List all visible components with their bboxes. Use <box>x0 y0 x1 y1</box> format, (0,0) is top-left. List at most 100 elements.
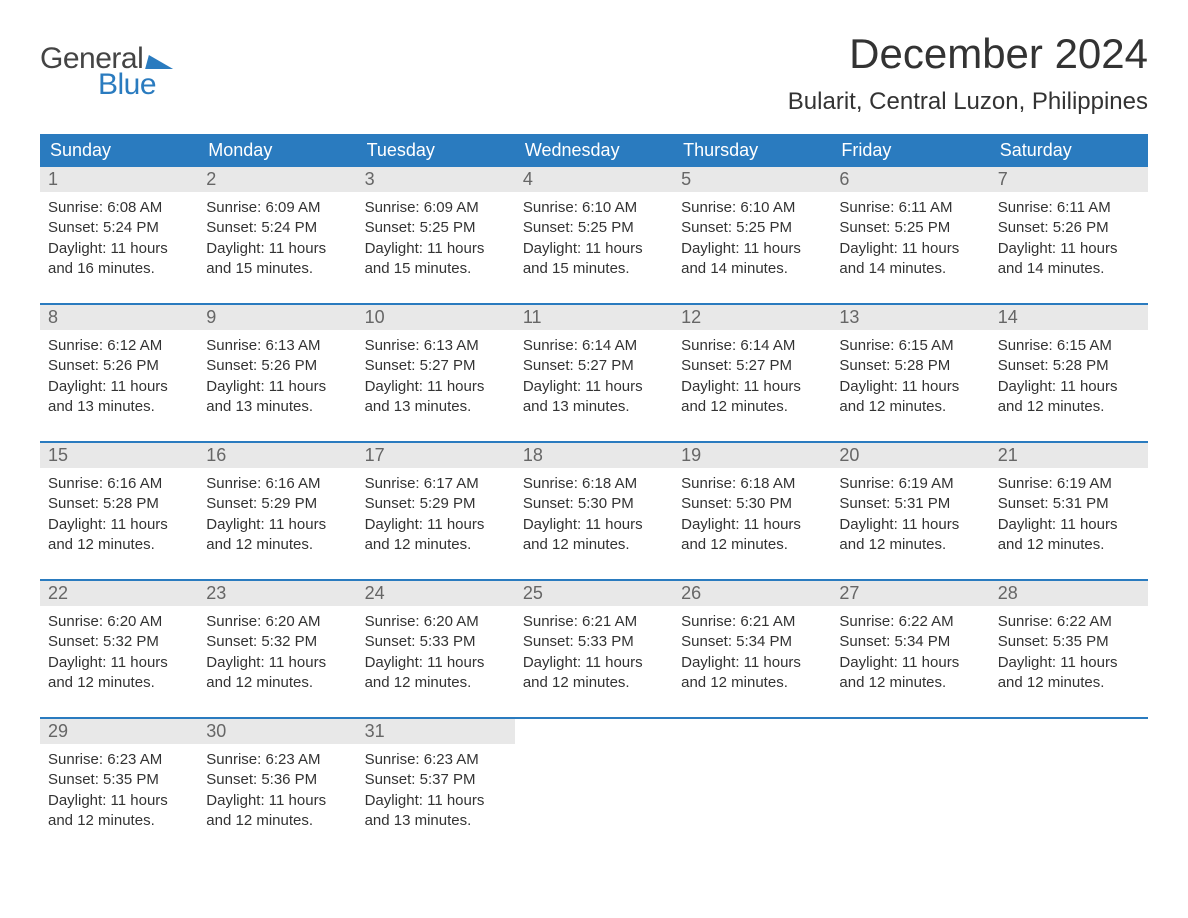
sunrise-line: Sunrise: 6:12 AM <box>48 336 190 356</box>
sunrise-line: Sunrise: 6:15 AM <box>998 336 1140 356</box>
day-content: Sunrise: 6:14 AMSunset: 5:27 PMDaylight:… <box>673 330 831 423</box>
day-number: 27 <box>831 581 989 606</box>
week-row: 29Sunrise: 6:23 AMSunset: 5:35 PMDayligh… <box>40 717 1148 837</box>
sunrise-line: Sunrise: 6:09 AM <box>206 198 348 218</box>
day-number: 18 <box>515 443 673 468</box>
brand-flag-icon <box>145 55 177 69</box>
title-block: December 2024 Bularit, Central Luzon, Ph… <box>788 30 1148 116</box>
sunrise-line: Sunrise: 6:19 AM <box>839 474 981 494</box>
day-number: 17 <box>357 443 515 468</box>
day-number: 6 <box>831 167 989 192</box>
day-content: Sunrise: 6:22 AMSunset: 5:35 PMDaylight:… <box>990 606 1148 699</box>
daylight-line: Daylight: 11 hours and 12 minutes. <box>998 653 1140 694</box>
day-number: 11 <box>515 305 673 330</box>
sunset-line: Sunset: 5:28 PM <box>998 356 1140 376</box>
day-content: Sunrise: 6:15 AMSunset: 5:28 PMDaylight:… <box>831 330 989 423</box>
calendar-cell: 17Sunrise: 6:17 AMSunset: 5:29 PMDayligh… <box>357 443 515 561</box>
day-content: Sunrise: 6:19 AMSunset: 5:31 PMDaylight:… <box>990 468 1148 561</box>
calendar-cell <box>990 719 1148 837</box>
day-content: Sunrise: 6:09 AMSunset: 5:25 PMDaylight:… <box>357 192 515 285</box>
day-number: 21 <box>990 443 1148 468</box>
calendar-cell: 23Sunrise: 6:20 AMSunset: 5:32 PMDayligh… <box>198 581 356 699</box>
week-row: 22Sunrise: 6:20 AMSunset: 5:32 PMDayligh… <box>40 579 1148 699</box>
calendar-cell: 4Sunrise: 6:10 AMSunset: 5:25 PMDaylight… <box>515 167 673 285</box>
calendar-cell <box>515 719 673 837</box>
daylight-line: Daylight: 11 hours and 12 minutes. <box>48 791 190 832</box>
sunrise-line: Sunrise: 6:14 AM <box>681 336 823 356</box>
day-number: 25 <box>515 581 673 606</box>
sunset-line: Sunset: 5:25 PM <box>681 218 823 238</box>
header: General Blue December 2024 Bularit, Cent… <box>40 30 1148 116</box>
calendar-cell: 13Sunrise: 6:15 AMSunset: 5:28 PMDayligh… <box>831 305 989 423</box>
calendar-cell: 24Sunrise: 6:20 AMSunset: 5:33 PMDayligh… <box>357 581 515 699</box>
day-content: Sunrise: 6:10 AMSunset: 5:25 PMDaylight:… <box>515 192 673 285</box>
calendar-cell: 27Sunrise: 6:22 AMSunset: 5:34 PMDayligh… <box>831 581 989 699</box>
calendar-cell: 19Sunrise: 6:18 AMSunset: 5:30 PMDayligh… <box>673 443 831 561</box>
calendar-cell: 28Sunrise: 6:22 AMSunset: 5:35 PMDayligh… <box>990 581 1148 699</box>
calendar-cell: 14Sunrise: 6:15 AMSunset: 5:28 PMDayligh… <box>990 305 1148 423</box>
calendar-cell: 11Sunrise: 6:14 AMSunset: 5:27 PMDayligh… <box>515 305 673 423</box>
day-content: Sunrise: 6:23 AMSunset: 5:36 PMDaylight:… <box>198 744 356 837</box>
day-number: 28 <box>990 581 1148 606</box>
calendar-cell: 7Sunrise: 6:11 AMSunset: 5:26 PMDaylight… <box>990 167 1148 285</box>
sunrise-line: Sunrise: 6:15 AM <box>839 336 981 356</box>
sunset-line: Sunset: 5:27 PM <box>681 356 823 376</box>
daylight-line: Daylight: 11 hours and 14 minutes. <box>839 239 981 280</box>
daylight-line: Daylight: 11 hours and 13 minutes. <box>523 377 665 418</box>
day-number: 5 <box>673 167 831 192</box>
calendar-cell <box>831 719 989 837</box>
daylight-line: Daylight: 11 hours and 12 minutes. <box>206 515 348 556</box>
day-content: Sunrise: 6:13 AMSunset: 5:27 PMDaylight:… <box>357 330 515 423</box>
daylight-line: Daylight: 11 hours and 12 minutes. <box>523 515 665 556</box>
day-content: Sunrise: 6:12 AMSunset: 5:26 PMDaylight:… <box>40 330 198 423</box>
sunset-line: Sunset: 5:34 PM <box>681 632 823 652</box>
sunrise-line: Sunrise: 6:23 AM <box>365 750 507 770</box>
sunrise-line: Sunrise: 6:08 AM <box>48 198 190 218</box>
calendar-cell: 18Sunrise: 6:18 AMSunset: 5:30 PMDayligh… <box>515 443 673 561</box>
day-number: 1 <box>40 167 198 192</box>
sunset-line: Sunset: 5:28 PM <box>48 494 190 514</box>
day-header-cell: Wednesday <box>515 134 673 167</box>
day-content: Sunrise: 6:11 AMSunset: 5:25 PMDaylight:… <box>831 192 989 285</box>
calendar-cell: 31Sunrise: 6:23 AMSunset: 5:37 PMDayligh… <box>357 719 515 837</box>
day-number: 22 <box>40 581 198 606</box>
day-content: Sunrise: 6:09 AMSunset: 5:24 PMDaylight:… <box>198 192 356 285</box>
daylight-line: Daylight: 11 hours and 15 minutes. <box>206 239 348 280</box>
sunrise-line: Sunrise: 6:22 AM <box>998 612 1140 632</box>
sunrise-line: Sunrise: 6:20 AM <box>206 612 348 632</box>
daylight-line: Daylight: 11 hours and 13 minutes. <box>48 377 190 418</box>
day-number: 26 <box>673 581 831 606</box>
calendar-cell: 26Sunrise: 6:21 AMSunset: 5:34 PMDayligh… <box>673 581 831 699</box>
sunset-line: Sunset: 5:29 PM <box>365 494 507 514</box>
sunrise-line: Sunrise: 6:23 AM <box>48 750 190 770</box>
week-row: 8Sunrise: 6:12 AMSunset: 5:26 PMDaylight… <box>40 303 1148 423</box>
day-number: 13 <box>831 305 989 330</box>
daylight-line: Daylight: 11 hours and 12 minutes. <box>206 791 348 832</box>
sunset-line: Sunset: 5:26 PM <box>206 356 348 376</box>
sunrise-line: Sunrise: 6:14 AM <box>523 336 665 356</box>
day-content: Sunrise: 6:15 AMSunset: 5:28 PMDaylight:… <box>990 330 1148 423</box>
daylight-line: Daylight: 11 hours and 13 minutes. <box>365 377 507 418</box>
day-number: 10 <box>357 305 515 330</box>
sunrise-line: Sunrise: 6:10 AM <box>523 198 665 218</box>
day-content: Sunrise: 6:23 AMSunset: 5:37 PMDaylight:… <box>357 744 515 837</box>
calendar-cell: 3Sunrise: 6:09 AMSunset: 5:25 PMDaylight… <box>357 167 515 285</box>
sunset-line: Sunset: 5:33 PM <box>365 632 507 652</box>
day-header-cell: Tuesday <box>357 134 515 167</box>
day-header-cell: Sunday <box>40 134 198 167</box>
sunset-line: Sunset: 5:24 PM <box>48 218 190 238</box>
day-content: Sunrise: 6:16 AMSunset: 5:28 PMDaylight:… <box>40 468 198 561</box>
sunset-line: Sunset: 5:29 PM <box>206 494 348 514</box>
brand-text-2: Blue <box>98 68 175 102</box>
day-number: 3 <box>357 167 515 192</box>
sunrise-line: Sunrise: 6:10 AM <box>681 198 823 218</box>
sunset-line: Sunset: 5:36 PM <box>206 770 348 790</box>
day-number: 31 <box>357 719 515 744</box>
calendar-cell: 9Sunrise: 6:13 AMSunset: 5:26 PMDaylight… <box>198 305 356 423</box>
daylight-line: Daylight: 11 hours and 12 minutes. <box>839 515 981 556</box>
sunset-line: Sunset: 5:35 PM <box>48 770 190 790</box>
day-content: Sunrise: 6:18 AMSunset: 5:30 PMDaylight:… <box>515 468 673 561</box>
sunrise-line: Sunrise: 6:18 AM <box>681 474 823 494</box>
sunset-line: Sunset: 5:31 PM <box>998 494 1140 514</box>
sunset-line: Sunset: 5:25 PM <box>523 218 665 238</box>
